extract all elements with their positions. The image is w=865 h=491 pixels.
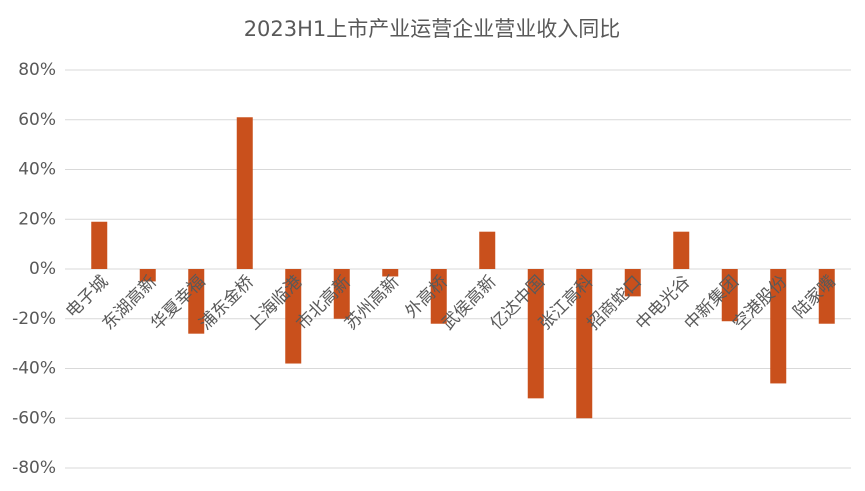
y-tick-label: 80% [18, 60, 56, 80]
bar [91, 221, 108, 269]
y-tick-label: 0% [29, 259, 56, 279]
y-tick-label: -20% [12, 309, 56, 329]
y-tick-label: 60% [18, 110, 56, 130]
bar [188, 269, 205, 334]
bar [770, 269, 787, 384]
bar [818, 269, 835, 324]
bar [673, 231, 690, 269]
y-tick-label: -80% [12, 458, 56, 478]
bar [624, 269, 641, 297]
bar [479, 231, 496, 269]
bar [527, 269, 544, 399]
bar [430, 269, 447, 324]
bar [285, 269, 302, 364]
bar [139, 269, 156, 282]
x-tick-label: 苏州高新 [341, 272, 403, 334]
bar [721, 269, 738, 322]
y-tick-label: 20% [18, 209, 56, 229]
y-tick-label: 40% [18, 160, 56, 180]
bar [236, 117, 253, 269]
chart-title: 2023H1上市产业运营企业营业收入同比 [244, 17, 621, 41]
bar [576, 269, 593, 419]
bar [333, 269, 350, 319]
y-tick-label: -40% [12, 359, 56, 379]
y-tick-label: -60% [12, 408, 56, 428]
bar [382, 269, 399, 277]
